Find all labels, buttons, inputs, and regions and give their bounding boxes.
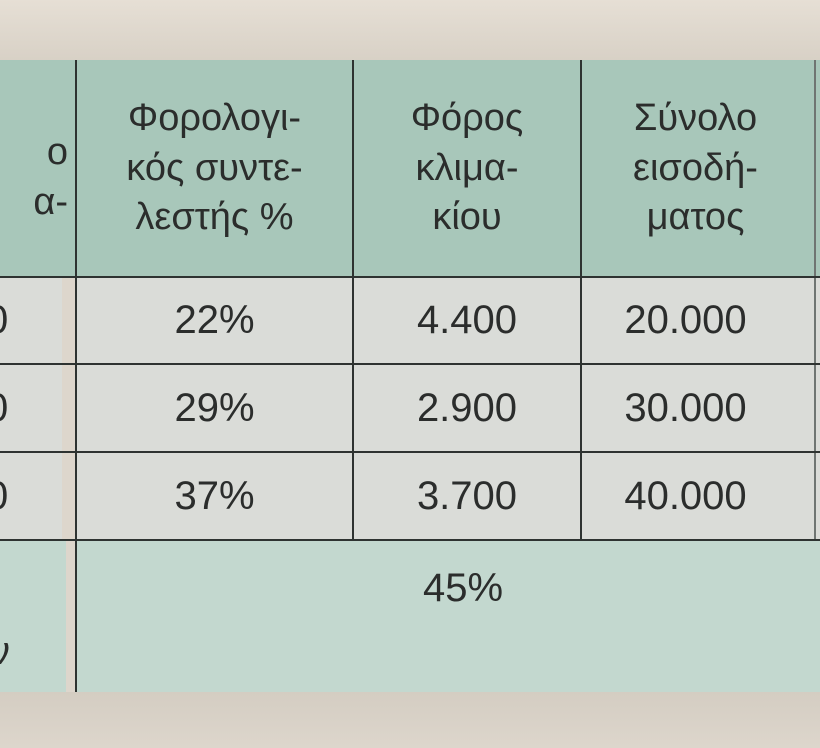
grid-line [580, 60, 582, 540]
header-line: Φόρος [410, 97, 524, 140]
cell-rate: 22% [76, 277, 353, 364]
grid-line [0, 276, 820, 278]
header-tax-rate: Φορολογι- κός συντε- λεστής % [76, 60, 353, 277]
header-line: λεστής % [135, 196, 294, 239]
header-line: κίου [432, 196, 502, 239]
grid-line [0, 451, 820, 453]
grid-line [814, 60, 816, 540]
header-line: α- [33, 180, 68, 223]
header-line: κλιμα- [415, 146, 519, 189]
header-line: ο [46, 131, 68, 174]
cell-bracket-tax: 2.900 [353, 364, 581, 452]
grid-line [75, 60, 77, 692]
grid-line [0, 363, 820, 365]
cell-partial: 0 [0, 452, 62, 540]
header-line: ματος [646, 196, 745, 239]
cell-rate: 29% [76, 364, 353, 452]
header-line: κός συντε- [126, 146, 303, 189]
cell-partial: 0 [0, 364, 62, 452]
header-line: Φορολογι- [127, 97, 302, 140]
cell-total-income: 40.000 [581, 452, 820, 540]
header-total-income: Σύνολο εισοδή- ματος [581, 60, 820, 277]
cell-total-income: 20.000 [581, 277, 820, 364]
header-line: Σύνολο [633, 97, 758, 140]
header-bracket-tax: Φόρος κλιμα- κίου [353, 60, 581, 277]
paper-bottom [0, 692, 820, 748]
cell-total-income: 30.000 [581, 364, 820, 452]
grid-line [352, 60, 354, 540]
header-cell-partial: ο α- [0, 60, 76, 277]
cell-top-rate: 45% [76, 540, 820, 692]
header-line: εισοδή- [633, 146, 758, 189]
paper-top [0, 0, 820, 60]
cell-partial: 0 [0, 277, 62, 364]
cell-bracket-tax: 3.700 [353, 452, 581, 540]
cell-bracket-tax: 4.400 [353, 277, 581, 364]
cell-partial: ν [0, 540, 66, 692]
grid-line [0, 539, 820, 541]
cell-rate: 37% [76, 452, 353, 540]
